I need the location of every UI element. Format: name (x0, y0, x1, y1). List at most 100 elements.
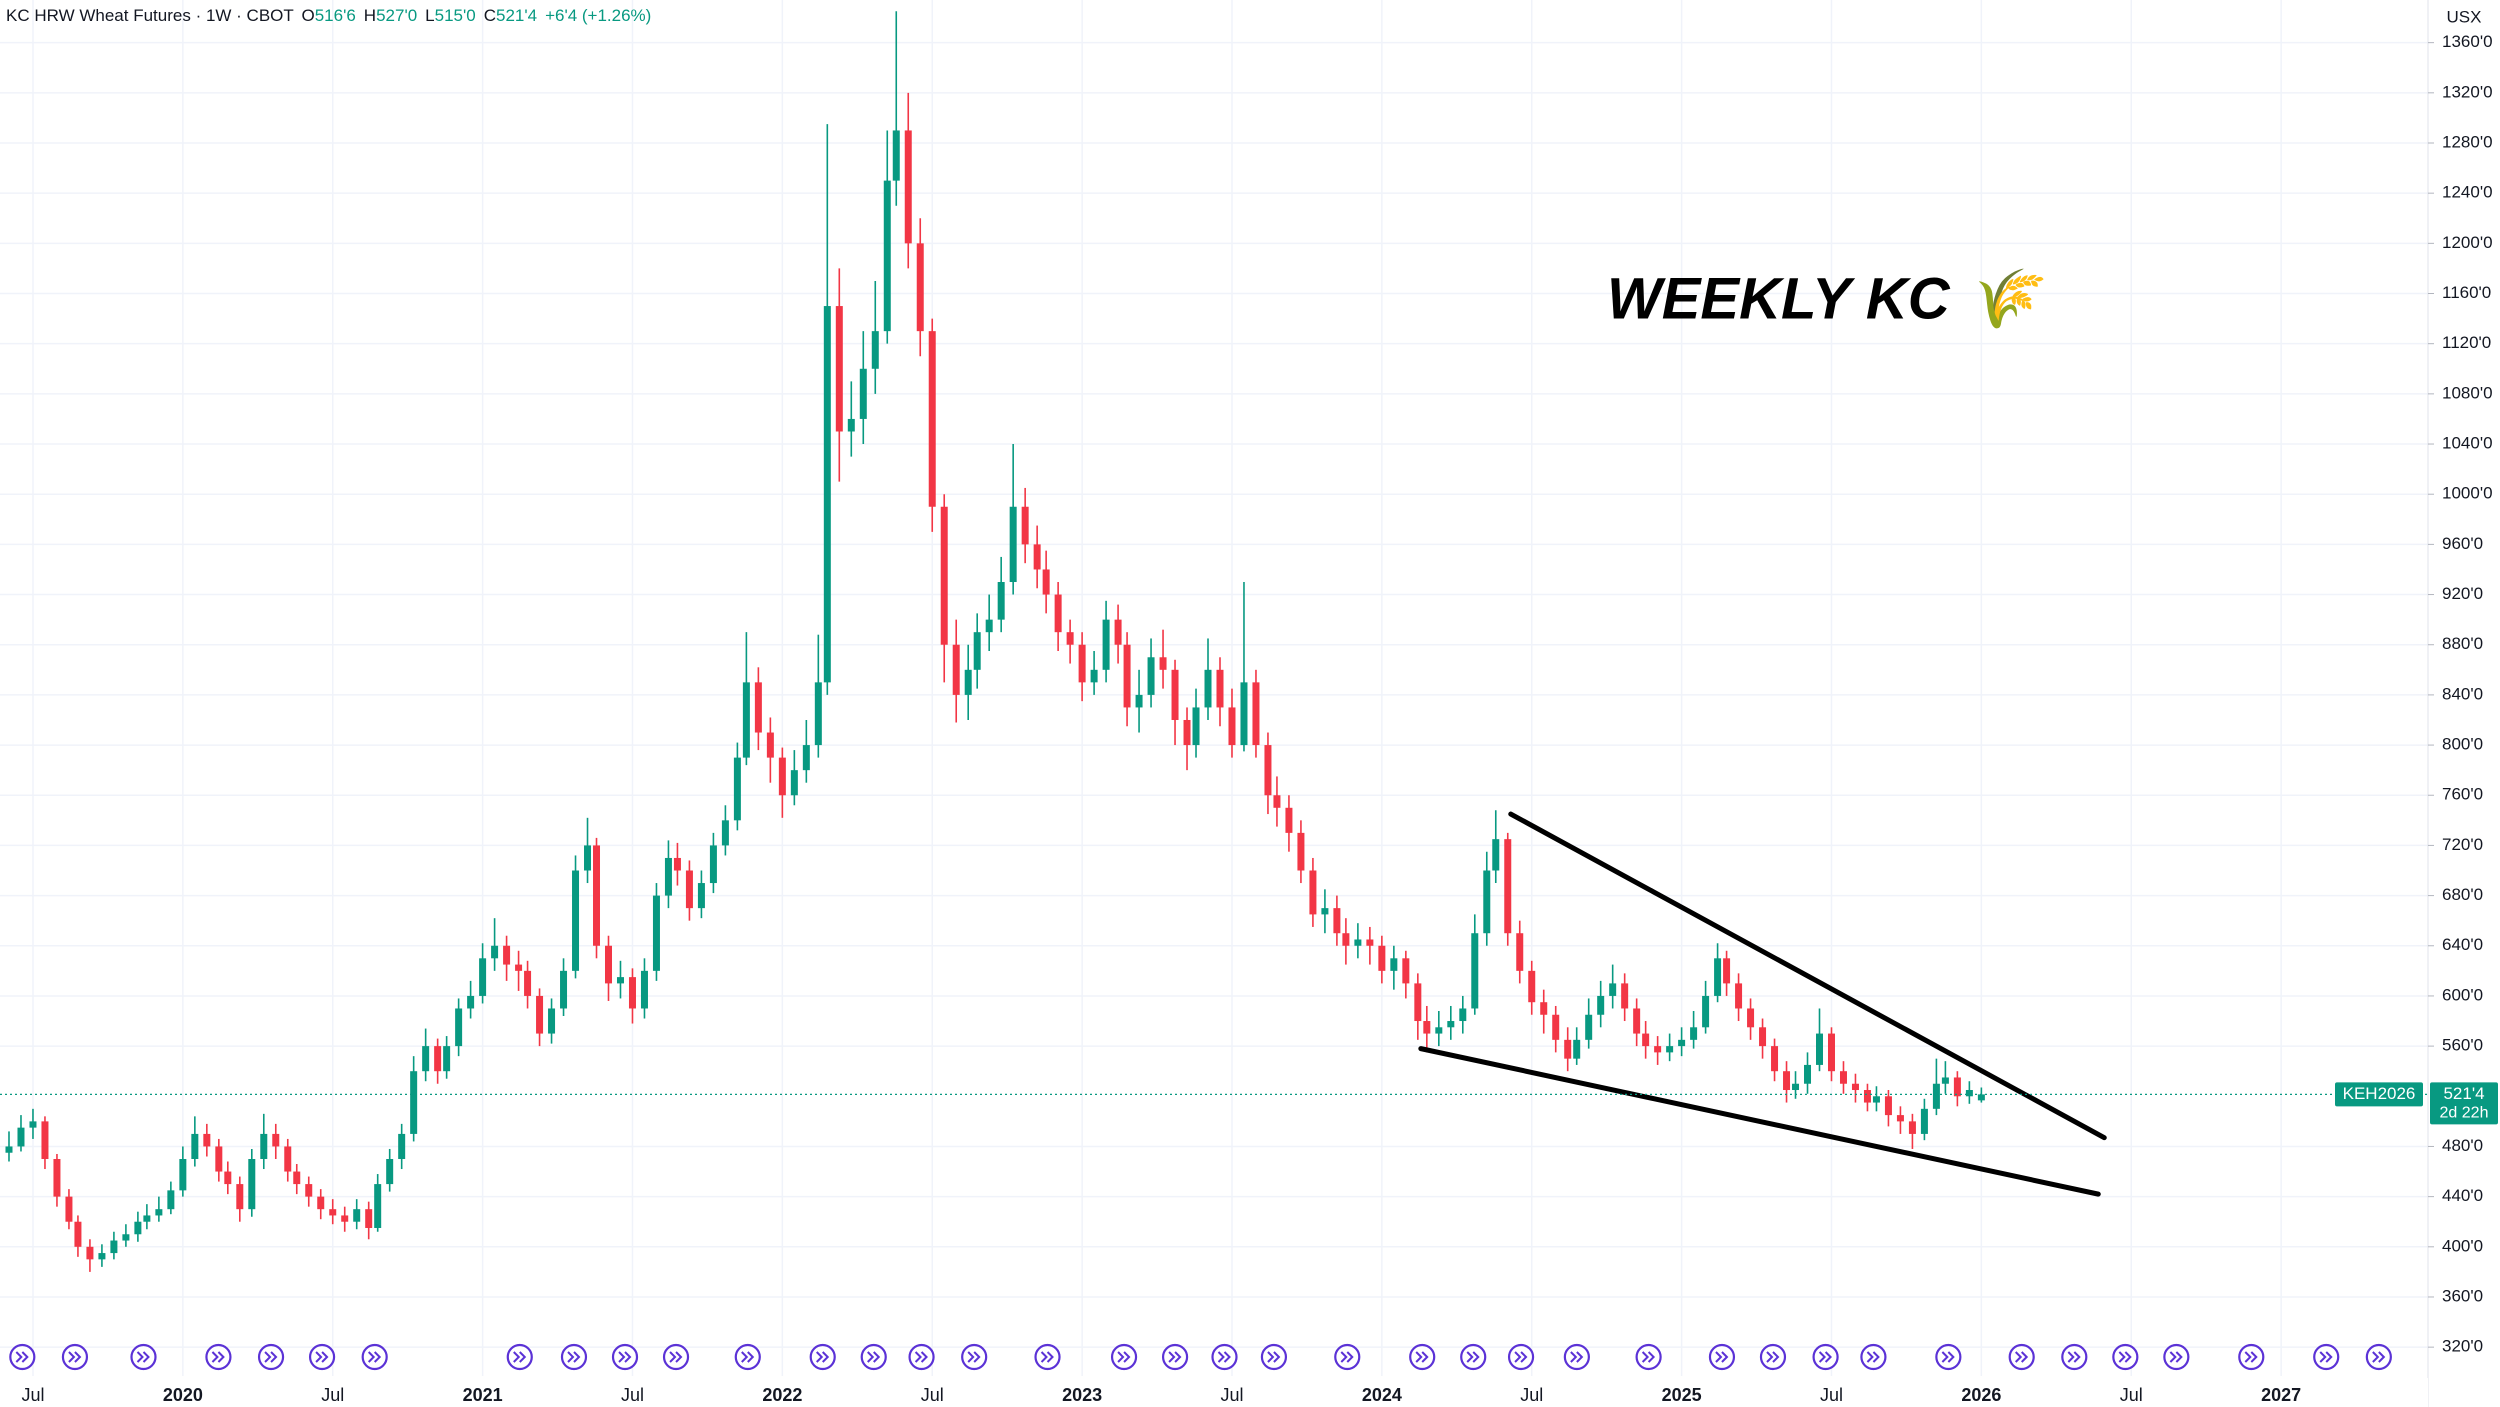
candle-body (1054, 594, 1062, 633)
y-tick-label: 360'0 (2442, 1286, 2483, 1305)
candle-body (236, 1184, 244, 1210)
candle-body (1585, 1014, 1593, 1040)
candle-body (374, 1184, 382, 1228)
x-tick-label: Jul (1220, 1385, 1243, 1405)
candle-body (766, 732, 774, 758)
candle-body (1896, 1115, 1904, 1122)
candle-body (1114, 619, 1122, 645)
candle-body (1342, 933, 1350, 946)
event-icon-arrow (1040, 1351, 1054, 1363)
candle-body (503, 945, 511, 965)
y-tick-label: 1080'0 (2442, 383, 2493, 402)
candle-body (1792, 1083, 1800, 1091)
candle-body (652, 895, 660, 971)
x-tick-label: 2025 (1662, 1385, 1702, 1405)
event-icon-arrow (15, 1351, 29, 1363)
candle-body (1621, 983, 1629, 1009)
candle-body (1390, 958, 1398, 971)
y-tick-label: 560'0 (2442, 1036, 2483, 1055)
candle-body (224, 1171, 232, 1185)
countdown-label: 2d 22h (2440, 1105, 2489, 1122)
y-tick-label: 800'0 (2442, 735, 2483, 754)
candle-body (1783, 1071, 1791, 1091)
candle-body (1804, 1064, 1812, 1084)
candle-body (203, 1133, 211, 1147)
candle-body (1528, 970, 1536, 1003)
candle-body (1090, 669, 1098, 683)
header-field-key: C (484, 6, 496, 25)
candle-body (985, 619, 993, 633)
event-icon-arrow (68, 1351, 82, 1363)
event-icon-arrow (1117, 1351, 1131, 1363)
candle-body (1723, 958, 1731, 984)
candle-body (1504, 839, 1512, 934)
candle-body (628, 977, 636, 1009)
candle-body (515, 964, 523, 971)
event-icon-arrow (867, 1351, 881, 1363)
candle-body (1171, 669, 1179, 720)
event-icon-arrow (264, 1351, 278, 1363)
candle-body (110, 1240, 118, 1254)
candle-body (143, 1215, 151, 1222)
y-tick-label: 640'0 (2442, 935, 2483, 954)
header-field-value: 521'4 (496, 6, 537, 25)
y-tick-label: 480'0 (2442, 1136, 2483, 1155)
candle-body (305, 1184, 313, 1197)
candle-body (422, 1046, 430, 1072)
x-tick-label: 2023 (1062, 1385, 1102, 1405)
header-field-value: 527'0 (376, 6, 417, 25)
candle-body (1192, 707, 1200, 746)
candle-body (1666, 1046, 1674, 1053)
candle-body (1483, 870, 1491, 934)
event-icon-arrow (2319, 1351, 2333, 1363)
y-tick-label: 680'0 (2442, 885, 2483, 904)
y-tick-label: 1160'0 (2442, 283, 2491, 302)
y-tick-label: 880'0 (2442, 634, 2483, 653)
candle-body (443, 1046, 451, 1072)
event-icon-arrow (1715, 1351, 1729, 1363)
y-tick-label: 1360'0 (2442, 32, 2493, 51)
y-tick-label: 960'0 (2442, 534, 2483, 553)
candle-body (1609, 983, 1617, 996)
candle-body (604, 945, 612, 984)
candle-body (572, 870, 580, 971)
candle-body (1552, 1014, 1560, 1040)
candle-body (1492, 839, 1500, 871)
candle-body (1747, 1008, 1755, 1028)
event-icon-arrow (2244, 1351, 2258, 1363)
candle-body (272, 1133, 280, 1147)
candle-body (1573, 1039, 1581, 1059)
x-tick-label: Jul (21, 1385, 44, 1405)
candle-body (1564, 1039, 1572, 1059)
candle-body (1447, 1021, 1455, 1028)
x-tick-label: 2020 (163, 1385, 203, 1405)
candle-body (904, 130, 912, 244)
candle-body (467, 995, 475, 1009)
y-tick-label: 1240'0 (2442, 183, 2493, 202)
event-icon-arrow (669, 1351, 683, 1363)
candle-body (847, 418, 855, 432)
candle-body (916, 243, 924, 332)
candle-body (17, 1127, 25, 1147)
candle-body (248, 1159, 256, 1210)
candle-body (790, 770, 798, 796)
candle-body (1021, 506, 1029, 545)
candle-body (1423, 1021, 1431, 1034)
candle-body (883, 180, 891, 332)
event-icon-arrow (367, 1351, 382, 1363)
candle-body (1863, 1090, 1871, 1103)
candle-body (386, 1159, 394, 1185)
candle-body (524, 970, 532, 996)
time-axis-panel (0, 1378, 2428, 1407)
candle-body (5, 1146, 13, 1153)
candle-body (1941, 1077, 1949, 1084)
candle-body (778, 757, 786, 796)
x-tick-label: 2021 (463, 1385, 503, 1405)
candle-body (122, 1234, 130, 1241)
candle-body (1540, 1002, 1548, 1015)
event-icon-arrow (816, 1351, 830, 1363)
candle-body (1102, 619, 1110, 670)
price-axis-panel (2428, 0, 2500, 1407)
candle-body (1285, 807, 1293, 833)
